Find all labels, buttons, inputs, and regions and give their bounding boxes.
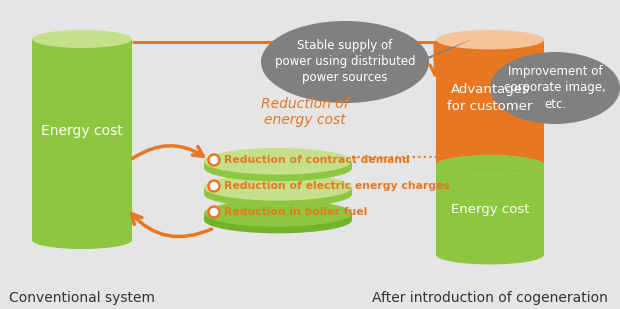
- Text: Conventional system: Conventional system: [9, 291, 155, 305]
- Text: Advantages
for customer: Advantages for customer: [447, 83, 533, 112]
- Ellipse shape: [32, 231, 132, 249]
- Polygon shape: [547, 85, 563, 115]
- Polygon shape: [204, 213, 352, 220]
- Circle shape: [208, 154, 219, 166]
- Text: Reduction of electric energy charges: Reduction of electric energy charges: [224, 181, 450, 191]
- Text: Stable supply of
power using distributed
power sources: Stable supply of power using distributed…: [275, 40, 415, 84]
- Polygon shape: [337, 38, 475, 93]
- Ellipse shape: [490, 52, 620, 124]
- Text: Reduction in boiler fuel: Reduction in boiler fuel: [224, 207, 367, 217]
- Text: Reduction of
energy cost: Reduction of energy cost: [261, 97, 349, 127]
- Ellipse shape: [204, 200, 352, 226]
- Text: Energy cost: Energy cost: [41, 124, 123, 138]
- Polygon shape: [204, 161, 352, 168]
- Circle shape: [208, 206, 219, 218]
- Polygon shape: [436, 165, 544, 255]
- Polygon shape: [204, 187, 352, 194]
- Circle shape: [208, 180, 219, 192]
- Ellipse shape: [204, 155, 352, 181]
- Text: Improvement of
corporate image,
etc.: Improvement of corporate image, etc.: [504, 66, 606, 111]
- Ellipse shape: [436, 155, 544, 175]
- Ellipse shape: [436, 155, 544, 175]
- Polygon shape: [436, 40, 544, 165]
- Ellipse shape: [204, 207, 352, 233]
- Ellipse shape: [204, 181, 352, 207]
- Ellipse shape: [32, 30, 132, 48]
- Text: Energy cost: Energy cost: [451, 202, 529, 215]
- Ellipse shape: [436, 30, 544, 49]
- Ellipse shape: [204, 174, 352, 201]
- Ellipse shape: [436, 245, 544, 265]
- Text: Reduction of contract demand: Reduction of contract demand: [224, 155, 410, 165]
- Text: After introduction of cogeneration: After introduction of cogeneration: [372, 291, 608, 305]
- Ellipse shape: [204, 148, 352, 175]
- Ellipse shape: [261, 21, 429, 103]
- Polygon shape: [32, 39, 132, 240]
